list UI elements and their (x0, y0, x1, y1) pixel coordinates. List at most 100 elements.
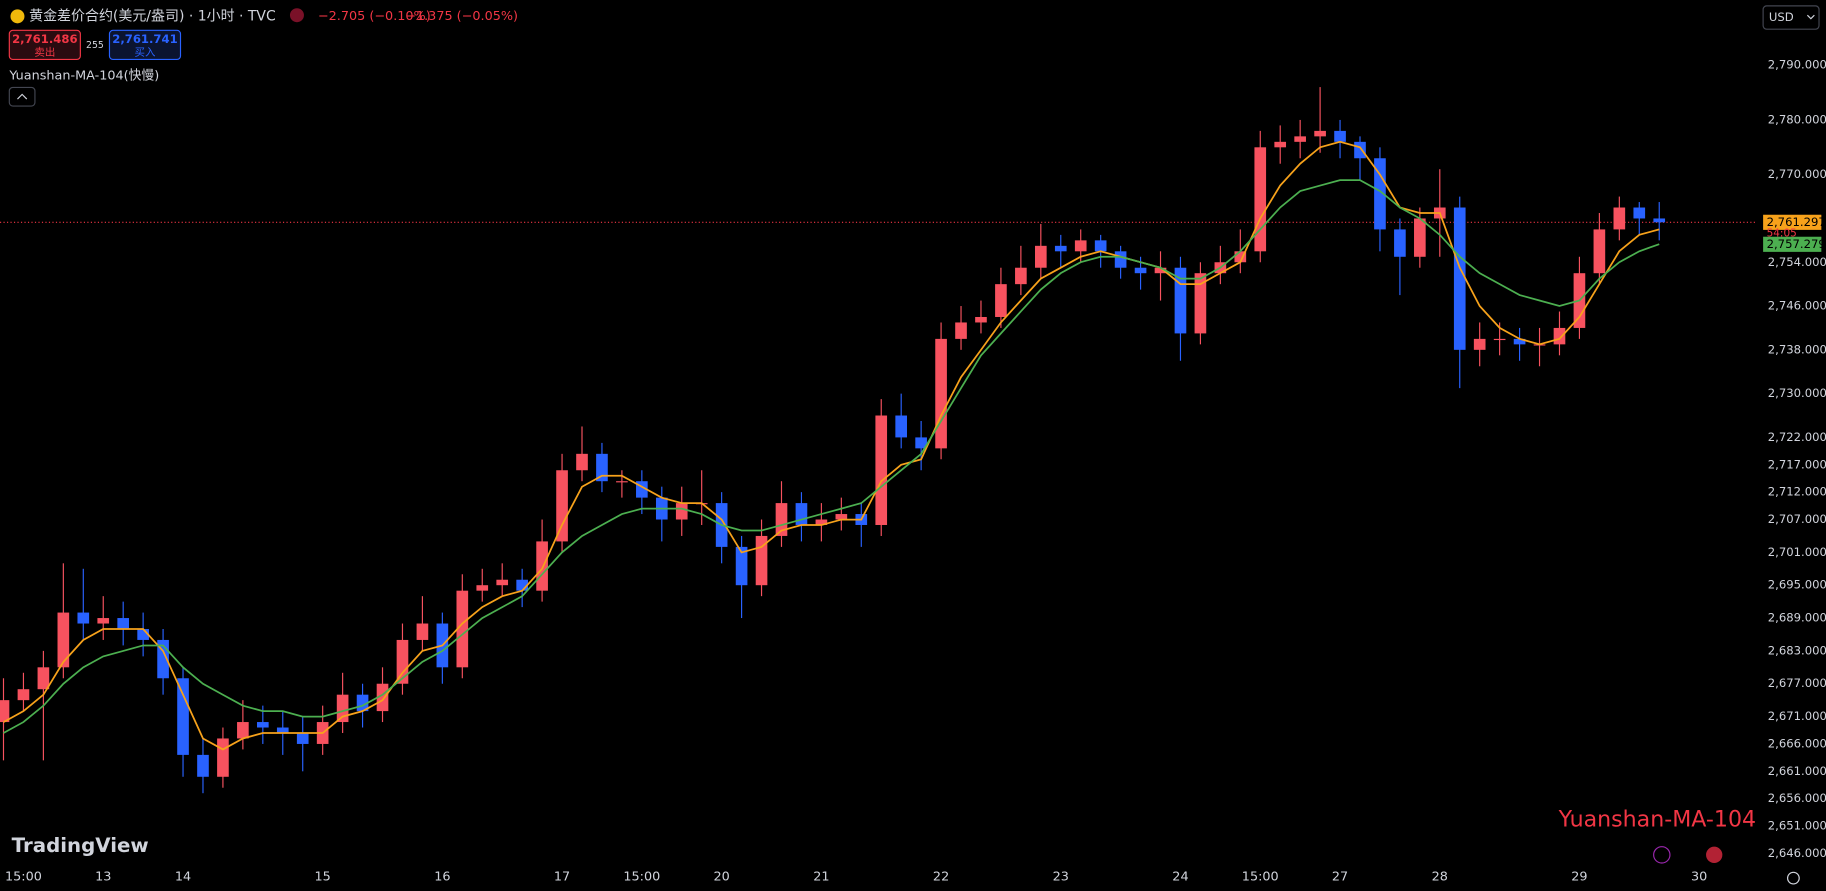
y-tick-label: 2,780.000 (1768, 112, 1826, 126)
y-tick-label: 2,677.000 (1768, 676, 1826, 690)
candle-body (1074, 240, 1087, 252)
candle-body (1334, 130, 1346, 142)
candle-body (556, 470, 568, 542)
buy-button[interactable] (108, 29, 182, 61)
candle-body (1414, 218, 1426, 257)
sell-button[interactable] (8, 29, 81, 61)
x-tick-label: 17 (554, 869, 570, 884)
y-tick-label: 2,722.000 (1768, 430, 1826, 444)
candle-body (97, 618, 110, 624)
x-tick-label: 16 (434, 869, 450, 884)
price-tag-label: 2,757.279 (1767, 237, 1826, 251)
candle-body (1314, 130, 1326, 137)
candle-body (237, 722, 249, 739)
candle-body (1613, 207, 1626, 230)
collapse-icon (17, 93, 28, 100)
collapse-button[interactable] (8, 86, 36, 107)
y-tick-label: 2,646.000 (1768, 846, 1826, 860)
symbol-icon (10, 9, 25, 24)
x-tick-label: 29 (1571, 869, 1587, 884)
x-tick-label: 27 (1332, 869, 1348, 884)
candle-body (376, 683, 389, 712)
candle-body (1453, 207, 1466, 350)
x-tick-label: 15:00 (623, 869, 660, 884)
candle-body (336, 694, 349, 723)
y-tick-label: 2,683.000 (1768, 643, 1826, 657)
candle-body (1174, 267, 1187, 334)
y-tick-label: 2,666.000 (1768, 736, 1826, 750)
candle-body (795, 503, 808, 525)
candle-body (1234, 251, 1247, 263)
y-tick-label: 2,746.000 (1768, 299, 1826, 313)
candle-body (137, 628, 149, 640)
candle-body (835, 514, 848, 520)
x-tick-label: 24 (1172, 869, 1188, 884)
candle-body (396, 639, 409, 684)
candle-body (0, 700, 10, 723)
y-tick-label: 2,717.000 (1768, 457, 1826, 471)
candle-body (1274, 141, 1287, 148)
buy-label: 买入 (135, 46, 156, 58)
candle-body (735, 546, 748, 586)
candle-body (77, 612, 90, 624)
candle-body (755, 535, 768, 586)
y-tick-label: 2,738.000 (1768, 342, 1826, 356)
y-tick-label: 2,671.000 (1768, 709, 1826, 723)
candle-body (117, 618, 130, 629)
candle-body (57, 612, 70, 668)
candle-body (935, 338, 947, 449)
candle-body (1194, 273, 1207, 334)
x-tick-label: 15 (315, 869, 331, 884)
candle-body (1154, 267, 1167, 274)
y-tick-label: 2,701.000 (1768, 545, 1826, 559)
x-tick-label: 30 (1691, 869, 1707, 884)
y-tick-label: 2,730.000 (1768, 386, 1826, 400)
candle-body (875, 415, 888, 525)
candle-body (1034, 245, 1047, 268)
candle-body (1054, 245, 1067, 252)
buy-price: 2,761.741 (112, 32, 177, 46)
moving-average (3, 179, 1660, 734)
candle-body (1134, 267, 1147, 274)
candle-body (1394, 229, 1406, 257)
x-tick-label: 13 (95, 869, 111, 884)
candle-body (1015, 267, 1027, 285)
candle-body (596, 453, 608, 482)
currency: USD (1769, 10, 1794, 24)
candle-body (257, 722, 269, 728)
x-tick-label: 21 (813, 869, 829, 884)
candle-body (356, 694, 369, 712)
currency-caret (1806, 14, 1815, 20)
indicator-name: Yuanshan-MA-104(快慢) (8, 67, 159, 83)
candle-body (1513, 338, 1526, 345)
candle-body (496, 579, 509, 586)
settings-icon[interactable] (1786, 871, 1800, 885)
candle-body (1653, 218, 1666, 223)
candle-body (1114, 251, 1127, 268)
currency-button[interactable] (1762, 5, 1820, 30)
price-tag (1763, 214, 1822, 230)
y-tick-label: 2,770.000 (1768, 167, 1826, 181)
candle-body (516, 579, 528, 591)
event-icon[interactable] (1653, 846, 1671, 864)
candle-body (1254, 147, 1267, 252)
candle-body (276, 727, 289, 733)
plot: 2,790.000 2,780.000 2,770.000 2,754.000 2,74… (0, 58, 1826, 884)
price-tag (1763, 236, 1822, 252)
candle-body (296, 732, 309, 744)
candle-body (1374, 158, 1386, 230)
y-tick-label: 2,707.000 (1768, 512, 1826, 526)
x-tick-label: 22 (933, 869, 949, 884)
y-tick-label: 2,651.000 (1768, 819, 1826, 833)
x-tick-label: 28 (1432, 869, 1448, 884)
candle-body (775, 503, 788, 536)
y-tick-label: 2,656.000 (1768, 791, 1826, 805)
y-tick-label: 2,790.000 (1768, 58, 1826, 72)
y-tick-label: 2,661.000 (1768, 764, 1826, 778)
candle-body (456, 590, 469, 668)
candle-body (1354, 141, 1366, 159)
candle-body (37, 667, 50, 690)
flag-icon[interactable] (1706, 846, 1723, 863)
